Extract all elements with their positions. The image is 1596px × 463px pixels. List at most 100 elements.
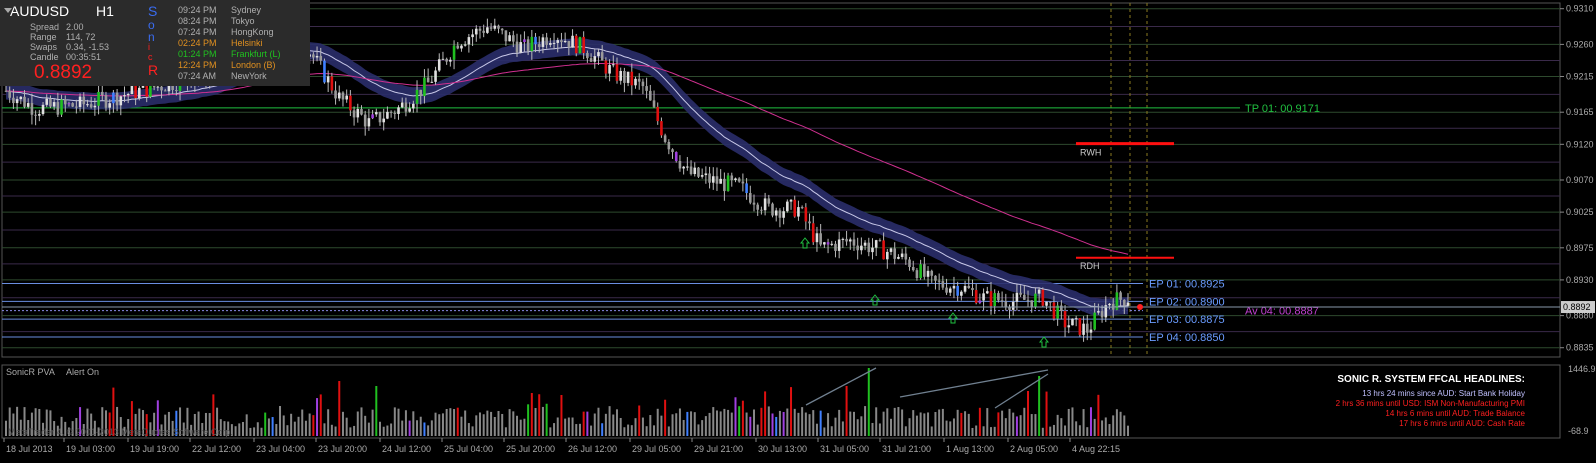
candle-body [852, 239, 856, 246]
y-tick-label: 0.8835 [1566, 343, 1594, 353]
candle-body [67, 103, 71, 105]
volume-bar [271, 417, 274, 436]
volume-bar [467, 423, 470, 436]
candle-body [748, 193, 752, 203]
candle-body [1008, 307, 1011, 310]
x-tick-label: 4 Aug 22:15 [1072, 444, 1120, 454]
stat-value: 114, 72 [66, 32, 96, 42]
volume-bar [982, 426, 985, 436]
volume-bar [493, 417, 496, 436]
volume-bar [445, 409, 448, 436]
headlines-title: SONIC R. SYSTEM FFCAL HEADLINES: [1337, 374, 1525, 385]
candle-body [767, 198, 771, 204]
volume-bar [823, 427, 826, 436]
rdh-label: RDH [1080, 261, 1100, 271]
stat-value: 00:35:51 [66, 52, 102, 62]
volume-bar [778, 410, 781, 436]
volume-bar [712, 407, 715, 436]
volume-bar [334, 426, 337, 436]
candle-body [660, 121, 663, 136]
candle-body [578, 36, 582, 54]
volume-bar [382, 426, 385, 436]
info-panel: AUDUSD H1 Spread 2.00 Range 114, 72 Swaps 0.3… [0, 0, 310, 86]
volume-bar [852, 411, 855, 436]
candle-body [478, 28, 482, 31]
candle-body [441, 58, 445, 60]
volume-bar [760, 407, 763, 436]
volume-bar [345, 417, 348, 436]
volume-bar [745, 412, 748, 436]
candle-body [930, 270, 934, 276]
volume-bar [27, 420, 30, 436]
volume-bar [964, 411, 967, 436]
volume-bar [723, 408, 726, 436]
volume-bar [956, 409, 959, 436]
volume-bar [264, 412, 267, 436]
candle-body [723, 178, 726, 192]
candle-body [786, 201, 789, 212]
entry-label: EP 04: 00.8850 [1149, 332, 1225, 344]
volume-bar [1034, 414, 1037, 436]
volume-bar [993, 426, 996, 436]
volume-bar [838, 409, 841, 436]
candle-body [19, 96, 23, 100]
volume-bar [812, 410, 815, 436]
candle-body [104, 95, 108, 108]
ema-line [5, 46, 1129, 308]
candle-body [893, 248, 897, 259]
candle-body [430, 81, 434, 83]
annotations [2, 237, 1560, 348]
candle-body [741, 181, 745, 184]
candle-body [804, 207, 808, 222]
volume-bar [142, 410, 145, 436]
candle-body [904, 253, 908, 260]
volume-bar [108, 412, 111, 436]
session-time: 12:24 PM [178, 60, 217, 70]
volume-bar [30, 412, 33, 436]
session-city: Helsinki [231, 38, 263, 48]
candle-body [504, 30, 508, 42]
candle-body [512, 35, 515, 42]
x-tick-label: 2 Aug 05:00 [1010, 444, 1058, 454]
candle-body [482, 30, 485, 33]
candle-body [374, 112, 378, 115]
symbol-label: AUDUSD [10, 3, 70, 19]
volume-bar [1089, 407, 1092, 436]
volume-bar [23, 407, 26, 436]
candle-body [734, 178, 737, 181]
volume-bar [1027, 391, 1030, 436]
volume-bar [912, 410, 915, 436]
candle-body [797, 207, 800, 217]
volume-bar [849, 411, 852, 436]
candle-body [1085, 323, 1089, 333]
collapse-icon[interactable] [4, 8, 12, 13]
volume-bar [127, 419, 130, 436]
session-time: 09:24 PM [178, 5, 217, 15]
candle-body [419, 89, 423, 97]
volume-bar [227, 421, 230, 436]
candle-body [704, 173, 708, 176]
candle-body [49, 98, 52, 107]
volume-bar [60, 416, 63, 436]
volume-bar [308, 413, 311, 436]
entry-label: EP 02: 00.8900 [1149, 296, 1225, 308]
volume-bar [541, 406, 544, 436]
candle-body [534, 36, 537, 45]
candle-body [634, 78, 637, 86]
candle-body [1041, 289, 1045, 306]
x-tick-label: 19 Jul 19:00 [130, 444, 179, 454]
volume-bar [1104, 417, 1107, 436]
candle-body [819, 233, 822, 245]
y-tick-label: 0.9215 [1566, 72, 1594, 82]
headline-item: 2 hrs 36 mins until USD: ISM Non-Manufac… [1336, 399, 1525, 408]
volume-bar [734, 397, 737, 436]
candle-body [1000, 300, 1004, 302]
candle-body [386, 111, 389, 119]
candle-body [1019, 292, 1022, 295]
candle-body [1030, 300, 1034, 307]
volume-bar [571, 417, 574, 436]
volume-bar [890, 418, 893, 436]
candle-body [108, 103, 111, 108]
volume-bar [549, 427, 552, 436]
volume-bar [678, 408, 681, 436]
